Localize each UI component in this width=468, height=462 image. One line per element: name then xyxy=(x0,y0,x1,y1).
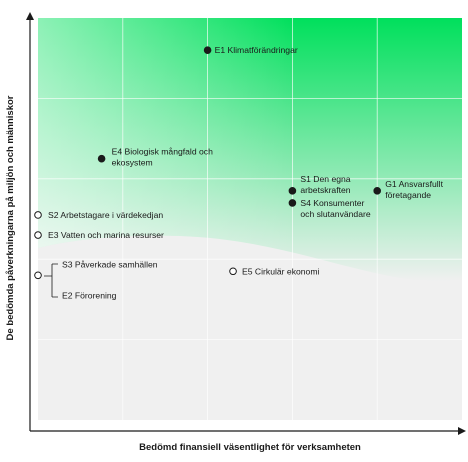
point-marker-e5 xyxy=(229,267,237,276)
point-marker-g1 xyxy=(373,187,382,195)
point-label-s4: S4 Konsumenter xyxy=(300,198,364,208)
point-label-e3: E3 Vatten och marina resurser xyxy=(48,230,164,240)
point-label-s4: och slutanvändare xyxy=(300,209,370,219)
point-label-s1: S1 Den egna xyxy=(300,174,350,184)
grid-lines xyxy=(38,18,462,420)
y-axis-arrow xyxy=(26,12,34,20)
axes xyxy=(26,12,466,435)
point-label-e4: E4 Biologisk mångfald och xyxy=(112,147,213,157)
plot-background xyxy=(38,18,462,420)
point-marker-e3 xyxy=(34,231,42,239)
point-marker-s1 xyxy=(288,187,297,195)
bracket-line xyxy=(44,263,58,298)
data-points: E1 Klimatförändringar E4 Biologisk mångfa… xyxy=(34,45,444,300)
point-marker-s2 xyxy=(34,211,42,219)
point-e2: E2 Förorening xyxy=(62,290,117,300)
point-e5: E5 Cirkulär ekonomi xyxy=(229,266,320,276)
point-label-s2: S2 Arbetstagare i värdekedjan xyxy=(48,210,163,220)
point-s3: S3 Påverkade samhällen xyxy=(34,259,158,280)
point-e3: E3 Vatten och marina resurser xyxy=(34,230,164,240)
point-label-s1: arbetskraften xyxy=(300,185,350,195)
point-marker-e4 xyxy=(97,154,106,163)
point-marker-s4 xyxy=(288,199,297,207)
point-label-e5: E5 Cirkulär ekonomi xyxy=(242,266,319,276)
point-label-e2: E2 Förorening xyxy=(62,290,117,300)
x-axis-arrow xyxy=(458,427,466,435)
point-label-s3: S3 Påverkade samhällen xyxy=(62,259,158,269)
background-highlight xyxy=(38,18,462,282)
s3-e2-bracket xyxy=(44,263,58,298)
y-axis-title: De bedömda påverkningarna på miljön och … xyxy=(5,95,16,340)
point-e1: E1 Klimatförändringar xyxy=(203,45,298,55)
point-label-g1: G1 Ansvarsfullt xyxy=(385,179,443,189)
point-s2: S2 Arbetstagare i värdekedjan xyxy=(34,210,163,220)
point-marker-e1 xyxy=(203,46,212,54)
x-axis-title: Bedömd finansiell väsentlighet för verks… xyxy=(139,442,361,453)
point-label-e1: E1 Klimatförändringar xyxy=(215,45,298,55)
point-marker-s3 xyxy=(34,271,42,280)
point-label-e4: ekosystem xyxy=(112,158,153,168)
point-label-g1: företagande xyxy=(385,190,431,200)
